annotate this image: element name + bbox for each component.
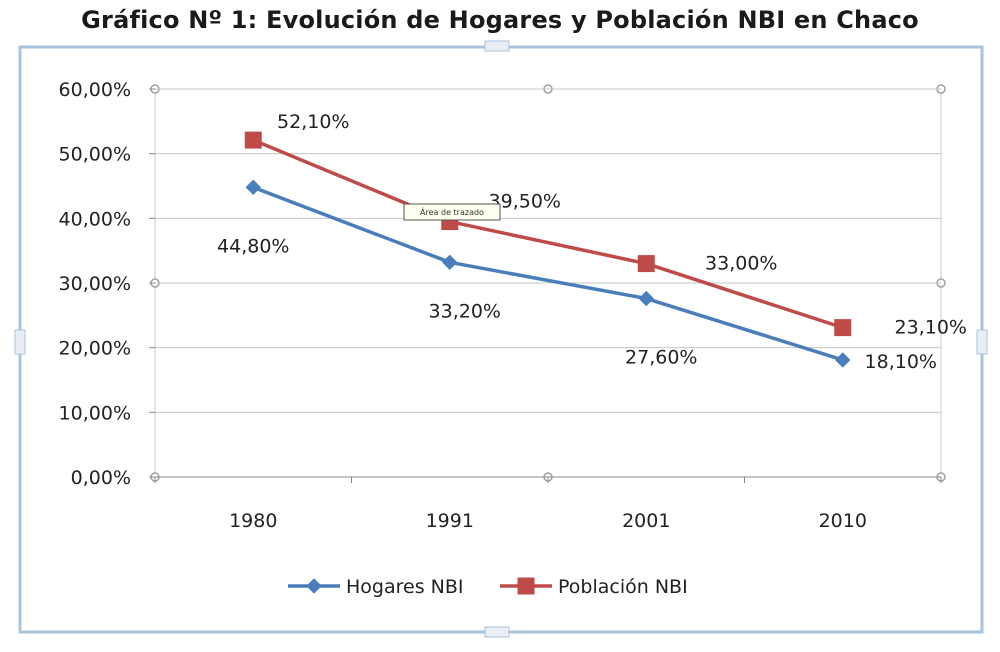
y-tick-label: 20,00%: [59, 338, 131, 360]
x-tick-label: 1980: [229, 510, 277, 532]
data-label: 27,60%: [625, 347, 697, 369]
data-label: 18,10%: [865, 351, 937, 373]
x-tick-label: 2001: [622, 510, 670, 532]
series-hogares-nbi: [245, 179, 851, 368]
series-layer: [244, 131, 852, 368]
series-marker[interactable]: [834, 319, 852, 337]
series-marker[interactable]: [638, 290, 654, 307]
series-marker[interactable]: [244, 131, 262, 149]
x-tick-label: 2010: [819, 510, 867, 532]
y-tick-label: 0,00%: [71, 467, 131, 489]
y-tick-label: 40,00%: [59, 208, 131, 230]
series-marker[interactable]: [637, 255, 655, 273]
data-label: 33,20%: [429, 300, 501, 322]
tooltip-text: Área de trazado: [420, 206, 484, 217]
data-label: 33,00%: [705, 253, 777, 275]
data-label: 39,50%: [489, 191, 561, 213]
y-tick-label: 60,00%: [59, 79, 131, 101]
chart-area-handle-left[interactable]: [14, 329, 26, 355]
chart-area-handle-top[interactable]: [484, 40, 510, 52]
series-line[interactable]: [252, 185, 844, 362]
legend-label: Hogares NBI: [346, 576, 464, 598]
series-line[interactable]: [252, 138, 844, 330]
x-tick-label: 1991: [426, 510, 474, 532]
tooltip-box: [403, 203, 501, 221]
axes: 0,00% 10,00% 20,00% 30,00% 40,00% 50,00% 60,00…: [59, 79, 942, 532]
legend-label: Población NBI: [558, 576, 688, 598]
series-marker: [306, 578, 322, 594]
y-tick-label: 30,00%: [59, 273, 131, 295]
chart-area-frame[interactable]: [18, 45, 984, 634]
legend[interactable]: Hogares NBI Población NBI: [288, 576, 688, 598]
data-label: 23,10%: [895, 317, 967, 339]
series-marker[interactable]: [245, 179, 261, 196]
chart-area-handle-bottom[interactable]: [484, 626, 510, 638]
data-labels: 44,80% 33,20% 27,60% 18,10% 52,10% 39,50% 33,0…: [217, 111, 967, 373]
series-marker[interactable]: [835, 352, 851, 368]
y-tick-label: 10,00%: [59, 402, 131, 424]
legend-item-poblacion-nbi[interactable]: Población NBI: [500, 576, 688, 598]
chart-title: Gráfico Nº 1: Evolución de Hogares y Pob…: [81, 6, 919, 34]
data-label: 52,10%: [277, 111, 349, 133]
data-label: 44,80%: [217, 235, 289, 257]
series-poblacion-nbi: [244, 131, 852, 337]
tooltip: Área de trazado: [403, 203, 501, 221]
series-marker[interactable]: [442, 254, 458, 271]
legend-item-hogares-nbi[interactable]: Hogares NBI: [288, 576, 464, 598]
y-tick-label: 50,00%: [59, 144, 131, 166]
series-marker: [517, 577, 535, 595]
chart-area-handle-right[interactable]: [976, 329, 988, 355]
